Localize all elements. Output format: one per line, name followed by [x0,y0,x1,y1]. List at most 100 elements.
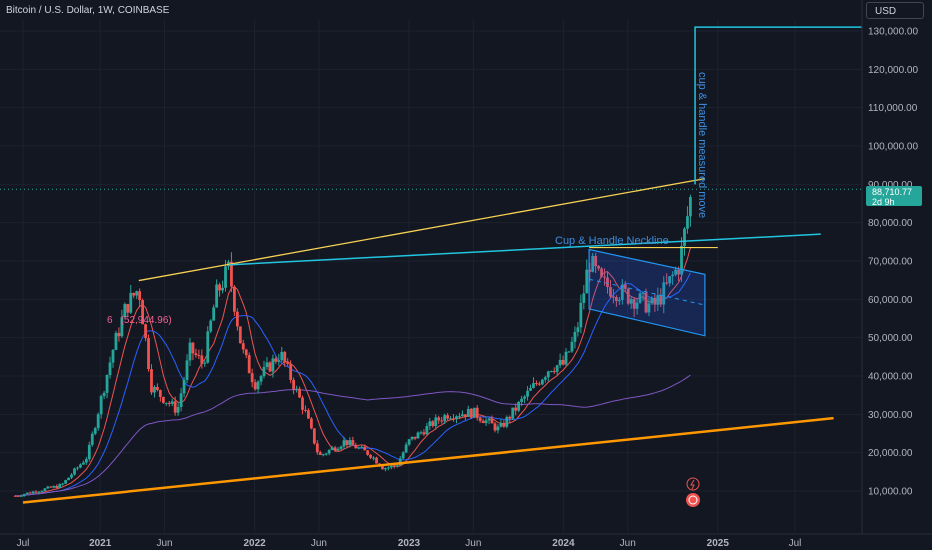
candle-body [241,343,245,350]
measured-move-label: cup & handle measured move [696,72,708,218]
candle-body [339,446,343,449]
candle-body [191,342,195,354]
candle-body [632,299,636,309]
price-tick-label: 100,000.00 [868,142,918,153]
candle-body [304,409,307,411]
candle-body [161,396,165,403]
candle-body [176,406,180,413]
candle-body [653,297,657,305]
candle-body [268,362,272,372]
neckline-line [228,233,821,266]
candle-body [591,255,595,272]
lightning-icon [690,479,695,490]
candle-body [440,420,444,422]
candle-body [407,439,411,445]
candle-body [200,355,204,364]
candle-body [153,386,156,393]
time-tick-label: Jun [156,538,172,549]
candle-body [644,292,648,313]
candle-body [490,418,494,424]
candle-body [76,467,79,469]
price-tick-label: 90,000.00 [868,180,913,191]
candle-body [650,297,654,304]
candle-body [253,382,257,390]
candle-body [629,299,633,304]
candle-body [478,417,482,421]
candle-body [410,436,414,440]
candle-body [529,387,532,391]
candle-body [307,410,310,419]
candle-body [265,362,269,367]
candle-body [324,453,328,455]
peak-price-label: 6 (52,944.96) [107,315,172,326]
candle-body [99,396,103,415]
candle-body [582,293,586,303]
candle-body [576,327,580,333]
candle-body [93,428,97,434]
time-tick-label: Jun [620,538,636,549]
candle-body [179,393,183,407]
candle-body [537,383,541,385]
candle-body [535,383,538,385]
candle-body [49,486,53,488]
candle-body [67,477,70,481]
candle-body [579,302,583,328]
candle-body [517,401,521,411]
candle-body [28,492,32,494]
candle-body [348,440,352,445]
candle-body [318,452,322,455]
candle-body [289,363,293,380]
bar-countdown: 2d 9h [872,197,895,207]
candle-body [540,379,544,385]
time-tick-label: Jun [465,538,481,549]
candle-body [594,255,598,267]
candle-body [623,284,627,289]
candle-body [52,485,56,488]
candle-body [321,454,325,456]
candle-body [309,418,313,429]
candle-body [351,440,355,445]
candle-body [614,297,618,302]
candle-body [404,444,408,453]
earnings-icon-ring [688,495,698,505]
candle-body [668,276,672,284]
candle-body [558,359,562,366]
candle-body [120,317,124,337]
candle-body [182,379,186,394]
candle-body [496,426,500,431]
candle-body [446,415,449,419]
candle-body [105,374,109,393]
candle-body [674,269,678,275]
candle-body [508,416,512,419]
upper-trendline [138,177,706,282]
candle-body [230,261,233,287]
candle-body [603,276,606,278]
candle-body [620,284,624,300]
candle-body [567,351,571,353]
candle-body [259,376,263,382]
candle-body [185,360,189,380]
ma-slow-line [15,374,691,497]
candle-body [677,269,680,275]
candle-body [81,462,85,465]
candle-body [600,268,603,277]
candle-body [641,292,645,294]
candle-body [449,418,452,420]
candle-body [363,446,367,451]
currency-button[interactable]: USD [866,2,924,19]
candle-body [126,304,130,313]
candle-body [238,326,242,344]
price-axis: 10,000.00 20,000.00 30,000.00 40,000.00 50,0… [0,0,932,535]
candle-body [40,490,44,492]
candle-body [188,342,192,361]
candle-body [532,383,535,388]
candle-body [262,366,266,377]
candle-body [37,491,41,493]
candle-body [686,216,689,229]
candle-body [203,362,207,364]
candle-body [555,365,559,372]
candle-body [638,293,642,303]
candle-body [452,418,455,420]
price-tick-label: 70,000.00 [868,257,913,268]
